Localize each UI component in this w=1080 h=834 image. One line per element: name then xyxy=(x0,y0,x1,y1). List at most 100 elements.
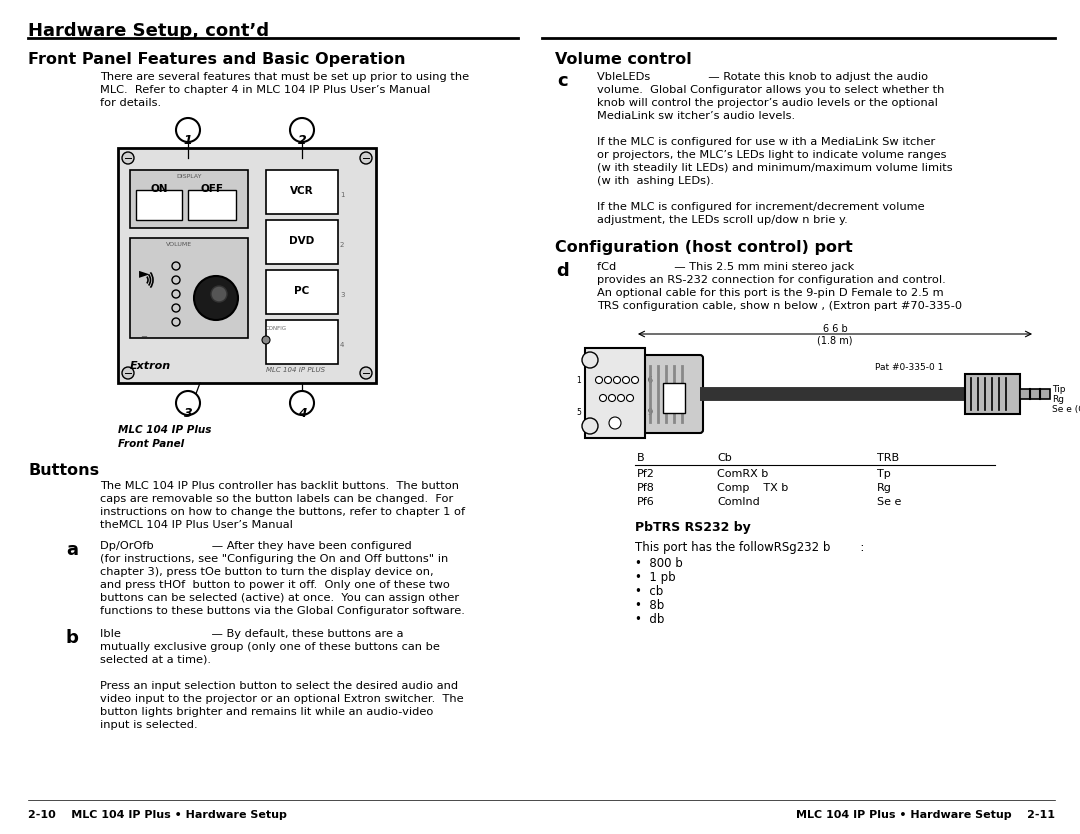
Circle shape xyxy=(599,394,607,401)
Text: (w ith steadily lit LEDs) and minimum/maximum volume limits: (w ith steadily lit LEDs) and minimum/ma… xyxy=(597,163,953,173)
Text: VCR: VCR xyxy=(291,186,314,196)
Circle shape xyxy=(632,376,638,384)
Text: instructions on how to change the buttons, refer to chapter 1 of: instructions on how to change the button… xyxy=(100,507,465,517)
Text: Se e: Se e xyxy=(877,497,902,507)
Circle shape xyxy=(360,152,372,164)
Text: PC: PC xyxy=(295,286,310,296)
Text: volume.  Global Configurator allows you to select whether th: volume. Global Configurator allows you t… xyxy=(597,85,944,95)
Bar xyxy=(663,383,685,413)
Text: Comlnd: Comlnd xyxy=(717,497,759,507)
Circle shape xyxy=(582,418,598,434)
Bar xyxy=(1020,389,1050,399)
Circle shape xyxy=(608,394,616,401)
Text: input is selected.: input is selected. xyxy=(100,720,198,730)
Text: Tip: Tip xyxy=(1052,385,1066,394)
Text: Pf8: Pf8 xyxy=(637,483,654,493)
Text: 2-10    MLC 104 IP Plus • Hardware Setup: 2-10 MLC 104 IP Plus • Hardware Setup xyxy=(28,810,287,820)
Text: provides an RS-232 connection for configuration and control.: provides an RS-232 connection for config… xyxy=(597,275,946,285)
Text: theMCL 104 IP Plus User’s Manual: theMCL 104 IP Plus User’s Manual xyxy=(100,520,293,530)
Text: If the MLC is configured for increment/decrement volume: If the MLC is configured for increment/d… xyxy=(597,202,924,212)
Bar xyxy=(136,190,183,220)
Text: 1: 1 xyxy=(340,192,345,198)
Text: buttons can be selected (active) at once.  You can assign other: buttons can be selected (active) at once… xyxy=(100,593,459,603)
Text: Front Panel: Front Panel xyxy=(118,439,184,449)
Text: MLC.  Refer to chapter 4 in MLC 104 IP Plus User’s Manual: MLC. Refer to chapter 4 in MLC 104 IP Pl… xyxy=(100,85,430,95)
Circle shape xyxy=(360,367,372,379)
Circle shape xyxy=(291,118,314,142)
Text: Rg: Rg xyxy=(1052,395,1064,404)
Circle shape xyxy=(622,376,630,384)
Text: adjustment, the LEDs scroll up/dow n brie y.: adjustment, the LEDs scroll up/dow n bri… xyxy=(597,215,848,225)
Text: selected at a time).: selected at a time). xyxy=(100,655,211,665)
Text: 4: 4 xyxy=(340,342,345,348)
Text: 1: 1 xyxy=(184,134,192,147)
Text: (1.8 m): (1.8 m) xyxy=(818,335,853,345)
Circle shape xyxy=(613,376,621,384)
Text: •  8b: • 8b xyxy=(635,599,664,612)
Text: The MLC 104 IP Plus controller has backlit buttons.  The button: The MLC 104 IP Plus controller has backl… xyxy=(100,481,459,491)
Text: or projectors, the MLC’s LEDs light to indicate volume ranges: or projectors, the MLC’s LEDs light to i… xyxy=(597,150,946,160)
Text: Pat #0-335-0 1: Pat #0-335-0 1 xyxy=(875,363,943,372)
Text: MediaLink sw itcher’s audio levels.: MediaLink sw itcher’s audio levels. xyxy=(597,111,795,121)
Text: Pf6: Pf6 xyxy=(637,497,654,507)
Bar xyxy=(118,148,376,383)
Text: Configuration (host control) port: Configuration (host control) port xyxy=(555,240,853,255)
Text: and press tHOf  button to power it off.  Only one of these two: and press tHOf button to power it off. O… xyxy=(100,580,450,590)
Text: Ible                         — By default, these buttons are a: Ible — By default, these buttons are a xyxy=(100,629,404,639)
Text: 2: 2 xyxy=(340,242,345,248)
Text: TRB: TRB xyxy=(877,453,900,463)
Text: •  db: • db xyxy=(635,613,664,626)
Text: ComRX b: ComRX b xyxy=(717,469,768,479)
Text: 9: 9 xyxy=(647,408,652,417)
Text: Comp    TX b: Comp TX b xyxy=(717,483,788,493)
Circle shape xyxy=(605,376,611,384)
Circle shape xyxy=(176,118,200,142)
Circle shape xyxy=(595,376,603,384)
Text: 1: 1 xyxy=(577,376,581,385)
FancyBboxPatch shape xyxy=(642,355,703,433)
Text: PbTRS RS232 by: PbTRS RS232 by xyxy=(635,521,751,534)
Text: If the MLC is configured for use w ith a MediaLink Sw itcher: If the MLC is configured for use w ith a… xyxy=(597,137,935,147)
Text: •  1 pb: • 1 pb xyxy=(635,571,676,584)
Circle shape xyxy=(122,367,134,379)
Text: DVD: DVD xyxy=(289,236,314,246)
Text: •  800 b: • 800 b xyxy=(635,557,683,570)
Circle shape xyxy=(582,352,598,368)
Text: 3: 3 xyxy=(184,407,192,420)
Text: Buttons: Buttons xyxy=(28,463,99,478)
Text: An optional cable for this port is the 9-pin D Female to 2.5 m: An optional cable for this port is the 9… xyxy=(597,288,944,298)
Text: OFF: OFF xyxy=(201,184,224,194)
Text: knob will control the projector’s audio levels or the optional: knob will control the projector’s audio … xyxy=(597,98,937,108)
Circle shape xyxy=(262,336,270,344)
Text: Dp/OrOfb                — After they have been configured: Dp/OrOfb — After they have been configur… xyxy=(100,541,411,551)
Circle shape xyxy=(618,394,624,401)
Text: button lights brighter and remains lit while an audio-video: button lights brighter and remains lit w… xyxy=(100,707,433,717)
Text: MLC 104 IP Plus • Hardware Setup    2-11: MLC 104 IP Plus • Hardware Setup 2-11 xyxy=(796,810,1055,820)
Text: for details.: for details. xyxy=(100,98,161,108)
Text: TRS configuration cable, show n below , (Extron part #70-335-0: TRS configuration cable, show n below , … xyxy=(597,301,962,311)
Text: −: − xyxy=(140,332,147,341)
Bar xyxy=(188,190,237,220)
Text: Press an input selection button to select the desired audio and: Press an input selection button to selec… xyxy=(100,681,458,691)
Text: 4: 4 xyxy=(298,407,307,420)
Circle shape xyxy=(211,286,227,302)
Text: Tp: Tp xyxy=(877,469,891,479)
Text: MLC 104 IP Plus: MLC 104 IP Plus xyxy=(118,425,212,435)
Circle shape xyxy=(609,417,621,429)
Text: MLC 104 IP PLUS: MLC 104 IP PLUS xyxy=(266,367,325,373)
Text: 5: 5 xyxy=(576,408,581,417)
Bar xyxy=(266,220,338,264)
Text: functions to these buttons via the Global Configurator software.: functions to these buttons via the Globa… xyxy=(100,606,464,616)
Text: DISPLAY: DISPLAY xyxy=(176,174,202,179)
Text: Hardware Setup, cont’d: Hardware Setup, cont’d xyxy=(28,22,269,40)
Text: mutually exclusive group (only one of these buttons can be: mutually exclusive group (only one of th… xyxy=(100,642,440,652)
Bar xyxy=(266,270,338,314)
Text: (w ith  ashing LEDs).: (w ith ashing LEDs). xyxy=(597,176,714,186)
Text: (for instructions, see "Configuring the On and Off buttons" in: (for instructions, see "Configuring the … xyxy=(100,554,448,564)
Text: d: d xyxy=(556,262,569,280)
Bar xyxy=(266,320,338,364)
Bar xyxy=(130,238,248,338)
Text: There are several features that must be set up prior to using the: There are several features that must be … xyxy=(100,72,469,82)
Text: Volume control: Volume control xyxy=(555,52,692,67)
Text: c: c xyxy=(557,72,568,90)
